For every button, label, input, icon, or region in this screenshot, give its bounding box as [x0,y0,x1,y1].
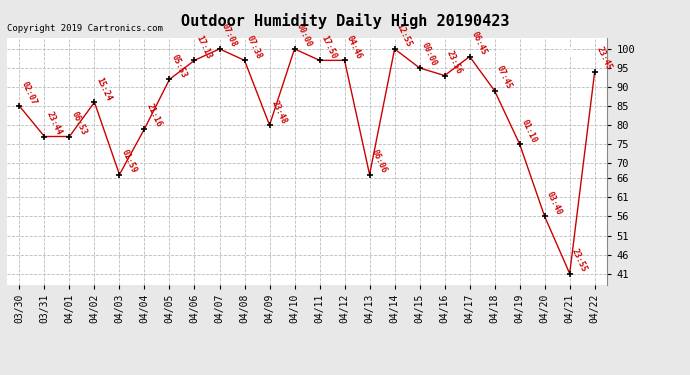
Text: 07:08: 07:08 [219,22,238,49]
Text: 07:45: 07:45 [495,64,513,91]
Text: 23:55: 23:55 [570,247,589,274]
Text: 06:06: 06:06 [370,148,388,175]
Text: 01:59: 01:59 [119,148,138,175]
Text: 04:46: 04:46 [344,34,364,60]
Text: 17:50: 17:50 [319,34,338,60]
Text: 12:55: 12:55 [395,22,413,49]
Text: Outdoor Humidity Daily High 20190423: Outdoor Humidity Daily High 20190423 [181,13,509,29]
Text: 03:40: 03:40 [544,190,564,216]
Text: 07:38: 07:38 [244,34,264,60]
Text: 05:53: 05:53 [170,53,188,80]
Text: 17:13: 17:13 [195,34,213,60]
Text: 02:07: 02:07 [19,80,38,106]
Text: 23:44: 23:44 [44,110,63,136]
Text: 21:16: 21:16 [144,102,164,129]
Text: 23:56: 23:56 [444,49,464,76]
Text: 23:45: 23:45 [595,45,613,72]
Text: 00:00: 00:00 [295,22,313,49]
Text: Copyright 2019 Cartronics.com: Copyright 2019 Cartronics.com [7,24,163,33]
Text: 00:00: 00:00 [420,42,438,68]
Text: 15:24: 15:24 [95,76,113,102]
Text: 06:53: 06:53 [70,110,88,136]
Text: 01:10: 01:10 [520,118,538,144]
Text: 23:48: 23:48 [270,99,288,125]
Text: 06:45: 06:45 [470,30,489,57]
